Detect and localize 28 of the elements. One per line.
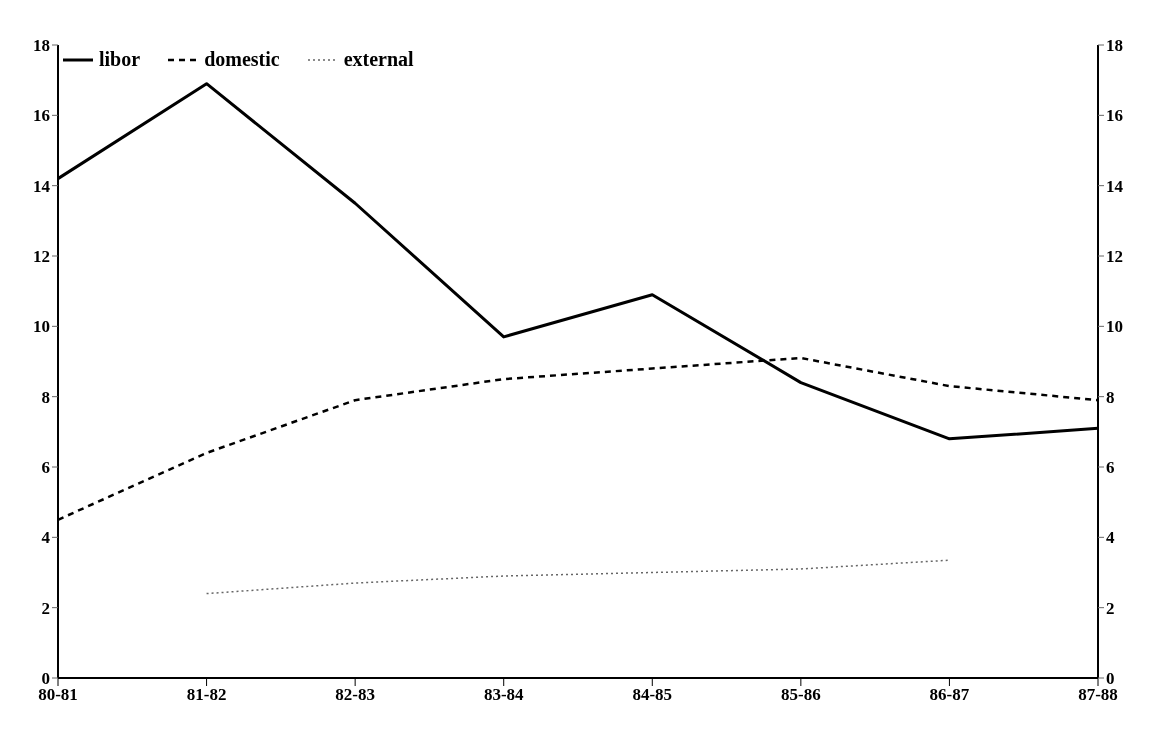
y2-tick-label: 16 [1106, 106, 1123, 126]
y2-tick-label: 8 [1106, 387, 1115, 407]
legend-label: domestic [204, 48, 280, 71]
y2-tick-label: 2 [1106, 598, 1115, 618]
x-tick-label: 81-82 [186, 685, 227, 705]
legend-label: libor [99, 48, 141, 71]
x-tick-label: 82-83 [335, 685, 375, 705]
x-tick-label: 85-86 [781, 685, 821, 705]
y-tick-label: 14 [33, 176, 51, 196]
y-tick-label: 8 [41, 387, 50, 407]
y2-tick-label: 10 [1106, 317, 1123, 337]
y-tick-label: 12 [33, 247, 50, 267]
y2-tick-label: 18 [1106, 36, 1123, 56]
y-tick-label: 16 [33, 106, 50, 126]
y-tick-label: 6 [41, 458, 50, 478]
y-tick-label: 18 [33, 36, 50, 56]
y2-tick-label: 6 [1106, 458, 1115, 478]
y-tick-label: 2 [41, 598, 50, 618]
legend-label: external [343, 48, 414, 71]
x-tick-label: 86-87 [929, 685, 970, 705]
y-tick-label: 4 [41, 528, 51, 548]
y2-tick-label: 12 [1106, 247, 1123, 267]
x-tick-label: 84-85 [632, 685, 673, 705]
y2-tick-label: 14 [1106, 176, 1124, 196]
y-tick-label: 10 [33, 317, 50, 337]
x-tick-label: 83-84 [483, 685, 525, 705]
line-series [205, 559, 951, 595]
y2-tick-label: 4 [1106, 528, 1115, 548]
